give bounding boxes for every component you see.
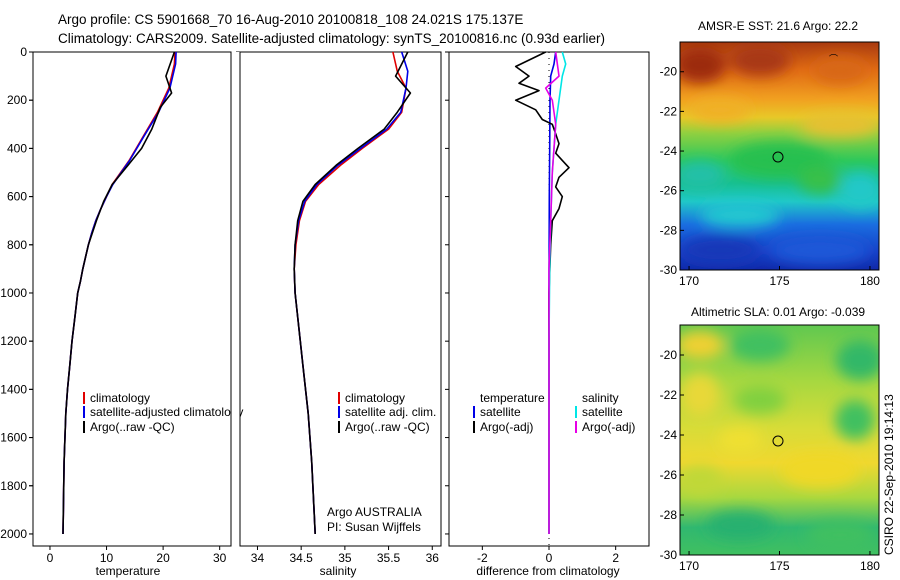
- temperature-xlabel: temperature: [96, 564, 161, 578]
- difference-profile-series-temperature-argo-adj: [514, 51, 570, 534]
- legend-header-salinity: salinity: [582, 391, 619, 405]
- depth-tick-label: 800: [7, 238, 27, 252]
- depth-tick-label: 0: [20, 45, 27, 59]
- depth-tick-label: 400: [7, 141, 27, 155]
- map-y-tick-label: -30: [660, 263, 678, 277]
- depth-axis: 0 200 400 600 800 1000 1200 1400 1600 1800 2000: [0, 45, 33, 541]
- depth-tick-label: 1800: [0, 479, 27, 493]
- x-tick-label: 35.5: [377, 551, 401, 565]
- map-y-tick-label: -30: [660, 548, 678, 562]
- sla-map-axes: 170 175 180 -20 -22 -24 -26 -28 -30: [660, 348, 881, 573]
- difference-profile-series-salinity-argo-adj: [544, 51, 560, 534]
- legend-label: satellite adj. clim.: [345, 405, 436, 419]
- temperature-legend: climatology satellite-adjusted climatolo…: [83, 391, 243, 434]
- legend-label: satellite: [582, 405, 623, 419]
- salinity-plot: 34 34.5 35 35.5 36: [236, 51, 440, 565]
- x-tick-label: 20: [156, 551, 170, 565]
- x-tick-label: 34: [251, 551, 265, 565]
- difference-xlabel: difference from climatology: [476, 564, 619, 578]
- sst-map-image: ⌒: [680, 42, 879, 270]
- legend-label: Argo(-adj): [480, 420, 533, 434]
- map-y-tick-label: -22: [660, 388, 678, 402]
- depth-tick-label: 1400: [0, 382, 27, 396]
- map-x-tick-label: 180: [860, 559, 880, 573]
- map-y-tick-label: -28: [660, 508, 678, 522]
- x-tick-label: 2: [612, 551, 619, 565]
- argo-annotation-2: PI: Susan Wijffels: [327, 520, 421, 534]
- depth-tick-label: 1600: [0, 431, 27, 445]
- legend-label: climatology: [90, 391, 150, 405]
- map-x-tick-label: 180: [860, 274, 880, 288]
- map-x-tick-label: 175: [769, 274, 789, 288]
- sla-map-image: [680, 325, 879, 555]
- header-line2: Climatology: CARS2009. Satellite-adjuste…: [58, 31, 605, 46]
- footer-stamp: CSIRO 22-Sep-2010 19:14:13: [882, 394, 896, 555]
- depth-tick-label: 200: [7, 93, 27, 107]
- legend-label: Argo(-adj): [582, 420, 635, 434]
- map-y-tick-label: -24: [660, 428, 678, 442]
- legend-label: Argo(..raw -QC): [90, 420, 175, 434]
- x-tick-label: 34.5: [289, 551, 313, 565]
- map-y-tick-label: -24: [660, 144, 678, 158]
- map-y-tick-label: -22: [660, 104, 678, 118]
- temperature-profile-series-argo-raw-qc: [62, 51, 176, 535]
- x-tick-label: 0: [546, 551, 553, 565]
- salinity-panel: [239, 51, 442, 547]
- map-y-tick-label: -26: [660, 468, 678, 482]
- map-y-tick-label: -26: [660, 184, 678, 198]
- salinity-profile-series-argo-raw-qc: [293, 51, 412, 535]
- difference-plot: -2 0 2: [445, 51, 619, 565]
- map-x-tick-label: 170: [679, 274, 699, 288]
- x-tick-label: 0: [47, 551, 54, 565]
- map-y-tick-label: -20: [660, 65, 678, 79]
- sla-map-title: Altimetric SLA: 0.01 Argo: -0.039: [691, 305, 865, 319]
- x-tick-label: 30: [213, 551, 227, 565]
- x-tick-label: 35: [338, 551, 352, 565]
- temperature-panel: [32, 51, 232, 547]
- legend-label: Argo(..raw -QC): [345, 420, 430, 434]
- map-x-tick-label: 175: [769, 559, 789, 573]
- x-tick-label: 36: [426, 551, 440, 565]
- legend-label: satellite-adjusted climatology: [90, 405, 243, 419]
- panel-gap: [231, 52, 240, 546]
- sst-map-axes: 170 175 180 -20 -22 -24 -26 -28 -30: [660, 65, 881, 288]
- argo-location-marker: [772, 151, 784, 163]
- argo-annotation-1: Argo AUSTRALIA: [327, 505, 422, 519]
- x-tick-label: -2: [477, 551, 488, 565]
- legend-header-temperature: temperature: [480, 391, 545, 405]
- map-y-tick-label: -28: [660, 223, 678, 237]
- legend-label: climatology: [345, 391, 405, 405]
- salinity-xlabel: salinity: [320, 564, 357, 578]
- sst-map-title: AMSR-E SST: 21.6 Argo: 22.2: [698, 19, 858, 33]
- depth-tick-label: 2000: [0, 527, 27, 541]
- island-mark: ⌒: [829, 54, 838, 65]
- depth-tick-label: 1000: [0, 286, 27, 300]
- depth-tick-label: 600: [7, 190, 27, 204]
- header-line1: Argo profile: CS 5901668_70 16-Aug-2010 …: [58, 12, 523, 27]
- legend-label: satellite: [480, 405, 521, 419]
- map-x-tick-label: 170: [679, 559, 699, 573]
- depth-tick-label: 1200: [0, 334, 27, 348]
- salinity-legend: climatology satellite adj. clim. Argo(..…: [338, 391, 436, 434]
- map-y-tick-label: -20: [660, 348, 678, 362]
- argo-location-marker: [772, 435, 784, 447]
- difference-legend: temperature salinity satellite Argo(-adj…: [473, 391, 635, 434]
- temperature-plot: 0 10 20 30: [29, 51, 227, 565]
- x-tick-label: 10: [100, 551, 114, 565]
